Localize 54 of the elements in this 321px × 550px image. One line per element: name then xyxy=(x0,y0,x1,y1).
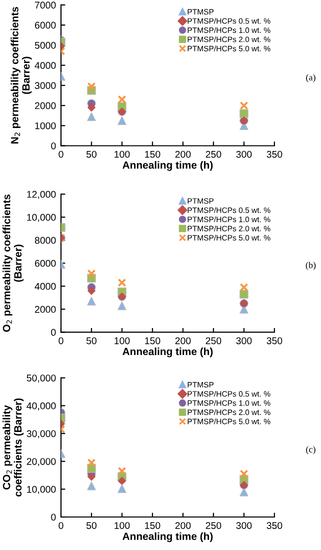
y-axis-title: O$_{2}$ permeability coefficients (Barrer) xyxy=(2,194,24,332)
y-tick-label: 7000 xyxy=(35,2,56,9)
x-tick-label: 150 xyxy=(145,150,160,158)
x-tick-label: 200 xyxy=(175,522,191,529)
text: (c) xyxy=(306,446,316,454)
x-tick-label: 150 xyxy=(145,337,160,344)
x-tick-label: 250 xyxy=(206,150,222,158)
x-tick-label: 0 xyxy=(58,522,64,529)
y-tick-label: 6000 xyxy=(34,22,56,29)
y-axis-title: CO$_{2}$ permeability coefficients (Barrer) xyxy=(2,398,24,497)
y-tick-label: 50,000 xyxy=(26,374,56,383)
x-tick-label: 100 xyxy=(114,522,130,529)
x-tick-label: 200 xyxy=(175,150,191,158)
x-tick-label: 250 xyxy=(206,522,222,529)
x-tick-label: 300 xyxy=(236,522,252,529)
y-tick-label: 40,000 xyxy=(26,402,56,410)
text: (a) xyxy=(306,74,316,82)
y-tick-label: 6000 xyxy=(34,260,56,267)
y-tick-label: 2000 xyxy=(34,306,56,313)
x-tick-label: 50 xyxy=(86,337,97,344)
y-tick-label: 12,000 xyxy=(27,190,56,199)
y-tick-label: 1000 xyxy=(35,122,56,130)
x-axis-title: Annealing time (h) xyxy=(122,348,213,358)
y-tick-label: 0 xyxy=(51,142,56,150)
x-tick-label: 50 xyxy=(86,522,97,529)
x-tick-label: 250 xyxy=(206,337,222,344)
y-axis-title: N$_{2}$ permeability coefficients (Barrer) xyxy=(10,6,32,144)
x-tick-label: 350 xyxy=(266,522,282,529)
x-tick-label: 100 xyxy=(114,150,130,158)
y-tick-label: 5000 xyxy=(34,42,56,49)
y-tick-label: 20,000 xyxy=(26,458,56,466)
text: (b) xyxy=(306,262,316,270)
x-tick-label: 350 xyxy=(266,150,282,158)
x-tick-label: 200 xyxy=(175,337,191,344)
x-tick-label: 150 xyxy=(145,522,160,529)
y-tick-label: 4000 xyxy=(34,62,56,69)
x-axis-title: Annealing time (h) xyxy=(122,532,213,542)
y-tick-label: 10,000 xyxy=(27,214,56,222)
y-tick-label: 0 xyxy=(51,514,56,521)
y-tick-label: 8000 xyxy=(34,236,56,244)
x-tick-label: 300 xyxy=(236,150,252,158)
y-tick-label: 0 xyxy=(51,328,56,336)
x-tick-label: 0 xyxy=(58,337,64,344)
y-tick-label: 2000 xyxy=(34,102,56,110)
y-tick-label: 4000 xyxy=(34,282,56,290)
x-axis-title: Annealing time (h) xyxy=(122,161,213,171)
x-tick-label: 350 xyxy=(266,337,282,344)
y-tick-label: 10,000 xyxy=(27,486,56,494)
y-tick-label: 3000 xyxy=(34,82,56,90)
x-tick-label: 100 xyxy=(114,337,130,344)
x-tick-label: 0 xyxy=(58,150,64,158)
x-tick-label: 300 xyxy=(236,337,252,344)
x-tick-label: 50 xyxy=(86,150,97,158)
y-tick-label: 30,000 xyxy=(26,430,56,438)
